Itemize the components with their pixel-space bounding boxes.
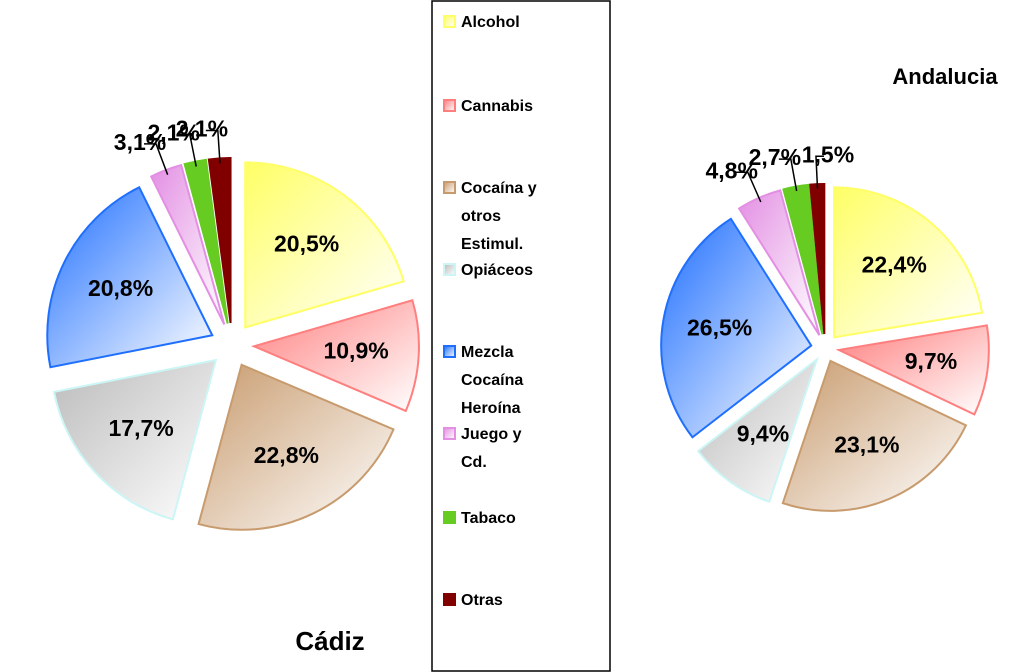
legend-swatch — [443, 345, 456, 358]
data-label: 22,4% — [862, 251, 927, 277]
chart-title: Cádiz — [295, 626, 364, 656]
legend-label: Otras — [461, 592, 503, 609]
pie-slice — [781, 359, 968, 512]
leader-line — [177, 133, 197, 167]
data-label: 9,7% — [905, 348, 957, 374]
leader-line — [778, 158, 798, 192]
pie-slice — [660, 217, 813, 439]
legend-swatch — [443, 263, 456, 276]
pie-slice — [197, 363, 395, 531]
data-label: 1,5% — [802, 141, 854, 167]
legend-label: Juego y Cd. — [461, 426, 522, 471]
legend-label: Tabaco — [461, 510, 516, 527]
legend-label: Mezcla Cocaína Heroína — [461, 344, 523, 417]
data-label: 4,8% — [705, 157, 757, 183]
leader-line — [815, 155, 824, 189]
data-label: 22,8% — [254, 442, 319, 468]
legend-label: Opiáceos — [461, 262, 533, 279]
data-label: 17,7% — [109, 415, 174, 441]
legend-label: Cocaína y otros Estimul. — [461, 180, 537, 253]
legend-label: Cannabis — [461, 98, 533, 115]
data-label: 9,4% — [737, 420, 789, 446]
pie-slice — [250, 299, 420, 413]
chart-title: Andalucia — [892, 64, 998, 89]
data-label: 3,1% — [114, 129, 166, 155]
leader-line — [205, 129, 221, 164]
pie-slice — [835, 324, 990, 416]
pie-slice — [46, 185, 214, 369]
leader-line — [144, 143, 169, 175]
leader-line — [735, 171, 762, 203]
legend-box — [431, 0, 611, 672]
legend-swatch — [443, 593, 456, 606]
data-label: 2,1% — [176, 116, 228, 142]
legend-swatch — [443, 99, 456, 112]
data-label: 26,5% — [687, 315, 752, 341]
data-label: 2,1% — [148, 119, 200, 145]
pie-slice — [244, 161, 405, 329]
legend-swatch — [443, 427, 456, 440]
data-label: 2,7% — [749, 144, 801, 170]
data-label: 20,5% — [274, 231, 339, 257]
data-label: 20,8% — [88, 275, 153, 301]
data-label: 23,1% — [834, 432, 899, 458]
pie-slice — [52, 358, 218, 521]
legend-swatch — [443, 181, 456, 194]
legend-swatch — [443, 15, 456, 28]
legend-swatch — [443, 511, 456, 524]
pie-slice — [833, 186, 984, 339]
legend-label: Alcohol — [461, 14, 520, 31]
data-label: 10,9% — [323, 337, 388, 363]
pie-slice — [696, 356, 819, 503]
